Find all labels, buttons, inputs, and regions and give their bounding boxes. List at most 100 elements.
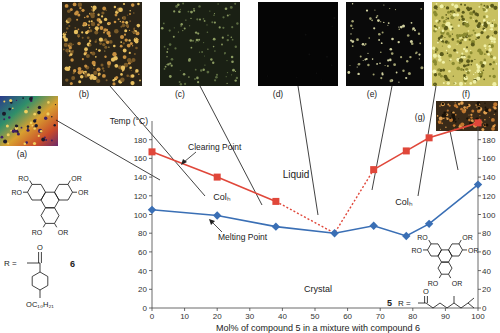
texture-spot [27,129,30,132]
texture-spot [488,109,491,112]
texture-spot [458,25,460,27]
texture-spot [122,68,125,71]
texture-spot [477,33,480,36]
texture-spot [492,125,495,128]
texture-spot [483,79,485,81]
y-tick-right [478,233,481,234]
texture-spot [435,28,438,31]
texture-spot [180,70,181,71]
texture-spot [365,43,367,45]
square-marker [272,198,279,205]
compound-number: 5 [387,298,392,308]
texture-spot [227,34,229,36]
y-tick-label: 140 [134,173,148,182]
texture-spot [360,55,362,57]
texture-spot [196,39,199,42]
texture-spot [231,26,233,28]
texture-spot [371,19,373,21]
texture-spot [93,68,95,70]
texture-spot [466,46,468,48]
texture-spot [471,64,472,65]
texture-spot [129,10,131,12]
texture-spot [484,29,486,31]
texture-spot [439,68,440,69]
texture-spot [373,27,375,29]
texture-spot [485,124,488,127]
micrograph-background [432,2,498,86]
texture-spot [6,124,9,127]
micrograph [62,2,142,86]
y-tick-label-right: 80 [482,229,491,238]
texture-spot [106,40,110,44]
texture-spot [136,32,139,35]
texture-spot [494,31,498,35]
texture-spot [112,82,115,85]
texture-spot [120,21,121,22]
texture-spot [101,15,103,17]
texture-spot [374,10,375,11]
texture-spot [440,52,444,56]
texture-spot [447,18,449,20]
arrow-head [209,219,215,225]
texture-spot [465,49,468,52]
texture-spot [470,51,473,54]
texture-spot [8,116,10,118]
x-tick-label: 100 [471,312,485,321]
texture-spot [415,53,417,55]
texture-spot [65,4,69,8]
texture-spot [99,38,103,42]
texture-spot [448,54,452,58]
texture-spot [492,68,494,70]
texture-spot [446,50,447,51]
texture-spot [118,7,123,12]
ring [428,244,442,256]
texture-spot [180,9,181,10]
texture-spot [477,49,481,53]
texture-spot [442,30,445,33]
texture-spot [137,3,140,6]
texture-spot [33,127,36,130]
texture-spot [437,21,439,23]
square-marker [370,166,377,173]
texture-spot [181,23,183,25]
texture-spot [457,44,458,45]
x-tick [478,308,479,311]
texture-spot [476,76,480,80]
bond [40,290,41,298]
panel-connector [450,131,458,170]
substituent-label: OR [58,229,69,236]
texture-spot [451,3,454,6]
texture-spot [436,20,438,22]
texture-spot [479,71,483,75]
texture-spot [460,108,463,111]
texture-spot [132,45,133,46]
texture-spot [101,11,104,14]
texture-spot [443,20,446,23]
texture-spot [66,27,68,29]
texture-spot [444,37,445,38]
texture-spot [107,61,111,65]
annotation-arrow [212,222,222,232]
texture-spot [484,8,488,12]
square-marker [149,148,156,155]
texture-spot [388,22,390,24]
texture-spot [493,61,495,63]
texture-spot [491,40,493,42]
texture-spot [434,5,438,9]
texture-spot [107,22,110,25]
texture-spot [1,136,4,139]
region-label: Colₕ [213,192,231,202]
substituent-label: OR [468,247,479,254]
texture-spot [222,27,224,29]
texture-spot [74,12,78,16]
tail-label: OC₁₀H₂₁ [26,300,54,309]
texture-spot [350,25,352,27]
texture-spot [135,47,138,50]
y-tick-label: 120 [134,192,148,201]
texture-spot [473,19,474,20]
x-tick [347,308,348,311]
texture-spot [126,74,129,77]
x-tick-label: 80 [408,312,417,321]
texture-spot [161,27,164,30]
panel-label: (c) [175,89,185,99]
